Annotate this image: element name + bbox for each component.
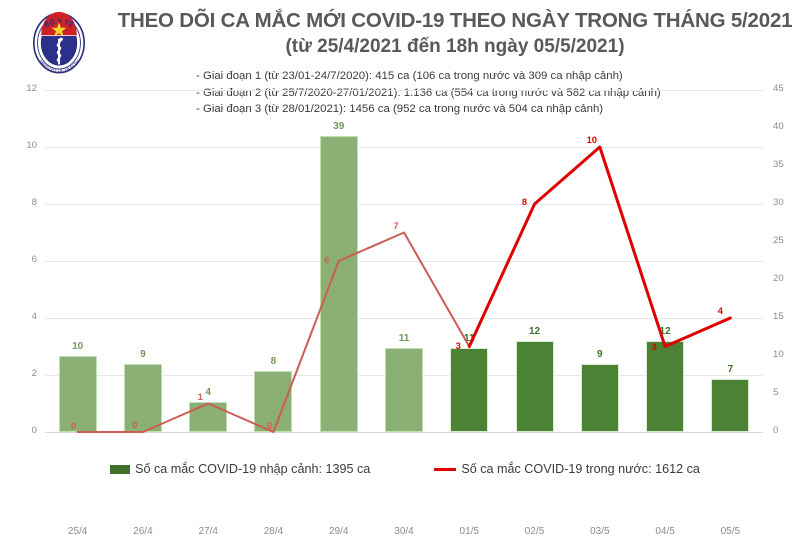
bar-value-label: 39 <box>333 120 345 132</box>
y-axis-left-tick: 8 <box>31 197 37 208</box>
bar-value-label: 10 <box>72 341 84 352</box>
line-value-label: 10 <box>586 134 598 145</box>
gridline <box>45 90 763 91</box>
legend-item-domestic[interactable]: Số ca mắc COVID-19 trong nước: 1612 ca <box>434 462 700 476</box>
bar-01-5[interactable] <box>450 348 489 432</box>
x-axis-tick-01-5: 01/5 <box>459 526 479 537</box>
y-axis-left-tick: 6 <box>31 254 37 265</box>
x-axis-tick-04-5: 04/5 <box>655 526 675 537</box>
bar-03-5[interactable] <box>580 363 619 432</box>
bar-value-label: 8 <box>270 356 277 368</box>
y-axis-right-tick: 45 <box>773 83 784 94</box>
legend-bar-swatch-icon <box>110 464 131 474</box>
bar-04-5[interactable] <box>646 340 685 432</box>
y-axis-right-tick: 5 <box>773 387 779 398</box>
x-axis-tick-29-4: 29/4 <box>328 526 349 537</box>
chart-header: BỘ Y TẾ MINISTRY OF HEALTH THEO DÕI CA M… <box>0 0 810 74</box>
legend-item-imported[interactable]: Số ca mắc COVID-19 nhập cảnh: 1395 ca <box>110 462 370 476</box>
chart-title: THEO DÕI CA MẮC MỚI COVID-19 THEO NGÀY T… <box>117 9 793 32</box>
line-segment <box>76 231 471 433</box>
y-axis-left-tick: 12 <box>26 83 37 94</box>
chart-plot-area: 0 2 4 6 8 10 12 0 5 10 15 20 25 30 35 40 45 10 9 4 8 39 11 11… <box>26 83 783 537</box>
line-value-label: 6 <box>324 254 330 265</box>
line-value-label: 3 <box>651 340 657 352</box>
y-axis-left-tick: 2 <box>31 368 37 379</box>
x-axis-tick-27-4: 27/4 <box>198 526 218 537</box>
bar-30-4[interactable] <box>385 348 423 432</box>
gridline <box>45 318 763 319</box>
legend-label: Số ca mắc COVID-19 trong nước: 1612 ca <box>461 462 700 476</box>
ministry-of-health-logo-icon: BỘ Y TẾ MINISTRY OF HEALTH <box>22 6 96 80</box>
y-axis-right-tick: 15 <box>773 311 784 322</box>
line-value-label: 0 <box>266 420 273 431</box>
bar-02-5[interactable] <box>515 340 554 432</box>
bar-value-label: 7 <box>727 363 734 375</box>
title-block: THEO DÕI CA MẮC MỚI COVID-19 THEO NGÀY T… <box>110 8 800 59</box>
bar-value-label: 9 <box>597 348 603 360</box>
line-segment <box>467 145 732 348</box>
line-value-label: 0 <box>132 419 138 430</box>
line-value-label: 3 <box>455 339 461 351</box>
x-axis-tick-25-4: 25/4 <box>67 526 88 537</box>
bar-27-4[interactable] <box>189 401 228 432</box>
line-value-label: 1 <box>197 390 203 402</box>
chart-legend: Số ca mắc COVID-19 nhập cảnh: 1395 ca Số … <box>0 462 810 476</box>
bar-26-4[interactable] <box>123 363 162 432</box>
line-value-label: 0 <box>71 420 77 431</box>
x-axis-tick-26-4: 26/4 <box>133 526 153 537</box>
legend-line-swatch-icon <box>434 467 457 471</box>
x-axis-tick-03-5: 03/5 <box>590 526 610 537</box>
bar-value-label: 11 <box>463 333 475 345</box>
x-axis-tick-28-4: 28/4 <box>263 526 284 537</box>
legend-label: Số ca mắc COVID-19 nhập cảnh: 1395 ca <box>135 462 371 476</box>
y-axis-left-tick: 0 <box>31 425 37 436</box>
annotation-line-3: - Giai đoạn 3 (từ 28/01/2021): 1456 ca (… <box>196 103 604 116</box>
y-axis-right-tick: 35 <box>773 159 784 170</box>
bar-value-label: 11 <box>398 333 410 345</box>
line-value-label: 7 <box>393 219 399 231</box>
gridline <box>45 204 763 205</box>
y-axis-left-tick: 4 <box>31 311 37 322</box>
annotation-line-1: - Giai đoạn 1 (từ 23/01-24/7/2020): 415 … <box>196 70 623 82</box>
bar-05-5[interactable] <box>711 378 750 432</box>
bar-value-label: 9 <box>140 348 146 360</box>
y-axis-right-tick: 30 <box>773 197 784 208</box>
gridline <box>45 261 763 262</box>
x-axis-tick-02-5: 02/5 <box>524 526 545 537</box>
line-value-label: 4 <box>717 305 723 316</box>
x-axis-tick-30-4: 30/4 <box>394 526 414 537</box>
y-axis-right-tick: 0 <box>773 425 779 436</box>
bar-value-label: 12 <box>528 325 541 337</box>
y-axis-right-tick: 10 <box>773 349 784 360</box>
gridline <box>45 147 763 148</box>
bar-29-4[interactable] <box>319 135 358 432</box>
x-axis-tick-05-5: 05/5 <box>720 526 741 537</box>
bar-value-label: 12 <box>659 325 671 337</box>
bar-25-4[interactable] <box>58 356 97 432</box>
annotation-line-2: - Giai đoạn 2 (từ 25/7/2020-27/01/2021):… <box>196 86 661 99</box>
y-axis-right-tick: 20 <box>773 273 784 284</box>
y-axis-left-tick: 10 <box>26 140 37 151</box>
line-value-label: 8 <box>521 196 528 207</box>
y-axis-right-tick: 40 <box>773 121 784 132</box>
chart-subtitle: (từ 25/4/2021 đến 18h ngày 05/5/2021) <box>285 36 625 57</box>
gridline <box>45 432 763 433</box>
y-axis-right-tick: 25 <box>773 235 784 246</box>
phase-annotations: - Giai đoạn 1 (từ 23/01-24/7/2020): 415 … <box>196 68 796 118</box>
bar-value-label: 4 <box>205 386 211 398</box>
line-series <box>76 145 732 433</box>
